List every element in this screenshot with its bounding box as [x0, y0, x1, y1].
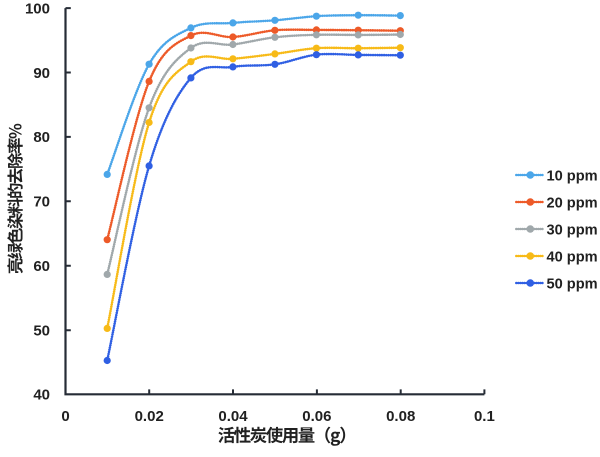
svg-text:60: 60: [33, 258, 50, 275]
svg-text:40 ppm: 40 ppm: [547, 249, 598, 265]
svg-text:0.02: 0.02: [135, 408, 164, 425]
svg-text:0: 0: [61, 408, 69, 425]
svg-text:10 ppm: 10 ppm: [547, 168, 598, 184]
svg-text:80: 80: [33, 129, 50, 146]
svg-text:40: 40: [33, 387, 50, 404]
svg-text:0.08: 0.08: [386, 408, 415, 425]
svg-text:0.06: 0.06: [302, 408, 331, 425]
svg-text:0.04: 0.04: [218, 408, 248, 425]
svg-text:90: 90: [33, 65, 50, 82]
svg-text:100: 100: [25, 0, 50, 17]
svg-text:30 ppm: 30 ppm: [547, 222, 598, 238]
svg-text:70: 70: [33, 194, 50, 211]
svg-text:50: 50: [33, 323, 50, 340]
svg-text:50 ppm: 50 ppm: [547, 276, 598, 292]
svg-text:20 ppm: 20 ppm: [547, 195, 598, 211]
svg-text:0.1: 0.1: [474, 408, 495, 425]
